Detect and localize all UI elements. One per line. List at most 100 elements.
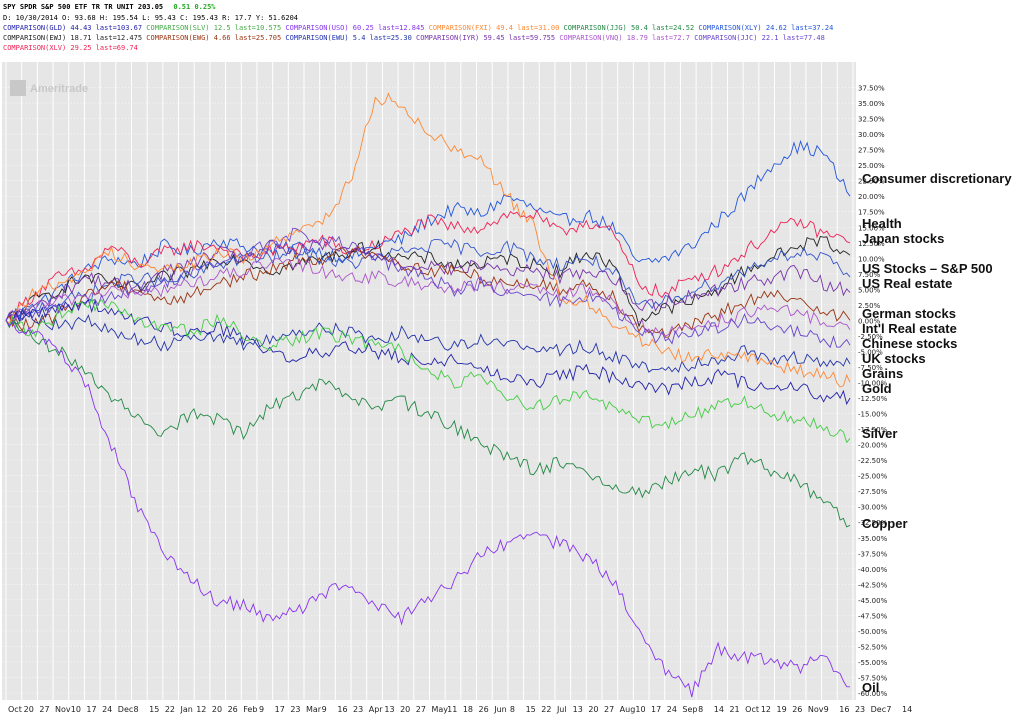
y-tick-label: 32.50% (858, 116, 885, 124)
y-tick-label: 35.00% (858, 100, 885, 108)
x-tick-label: Dec (118, 705, 133, 714)
y-tick-label: 37.50% (858, 85, 885, 93)
y-tick-label: 15.00% (858, 224, 885, 232)
x-tick-label: 14 (902, 705, 912, 714)
x-tick-label: 17 (651, 705, 661, 714)
comparison-ewj: COMPARISON(EWJ) 18.71 last=12.475 (3, 34, 143, 42)
series-label-oil: Oil (862, 680, 879, 695)
x-tick-label: 27 (416, 705, 426, 714)
x-tick-label: 16 (839, 705, 849, 714)
watermark-text: Ameritrade (30, 83, 88, 95)
x-tick-label: Jan (180, 705, 193, 714)
y-tick-label: -42.50% (858, 581, 888, 589)
y-tick-label: -60.00% (858, 690, 888, 698)
x-tick-label: 27 (39, 705, 49, 714)
x-tick-label: Dec (871, 705, 886, 714)
x-tick-label: 13 (573, 705, 583, 714)
x-tick-label: 10 (71, 705, 81, 714)
x-tick-label: 23 (290, 705, 300, 714)
y-tick-label: -20.00% (858, 442, 888, 450)
y-tick-label: -35.00% (858, 535, 888, 543)
comparison-gld: COMPARISON(GLD) 44.43 last=103.67 (3, 24, 143, 32)
series-line-silver (5, 296, 851, 444)
series-label-sp500: US Stocks – S&P 500 (862, 261, 993, 276)
x-tick-label: 8 (510, 705, 515, 714)
x-tick-label: Oct (8, 705, 22, 714)
watermark-logo (10, 80, 26, 96)
x-tick-label: 26 (228, 705, 238, 714)
x-tick-label: 9 (824, 705, 829, 714)
series-label-intl_re: Int'l Real estate (862, 321, 957, 336)
y-tick-label: -25.00% (858, 473, 888, 481)
y-tick-label: -32.50% (858, 519, 888, 527)
symbol-change: 0.51 0.25% (173, 3, 216, 11)
x-tick-label: 23 (353, 705, 363, 714)
y-tick-label: -55.00% (858, 659, 888, 667)
y-tick-label: 17.50% (858, 209, 885, 217)
comparison-iyr: COMPARISON(IYR) 59.45 last=59.755 (416, 34, 556, 42)
x-tick-label: 20 (24, 705, 34, 714)
x-tick-label: 21 (729, 705, 739, 714)
grid-layer (2, 62, 856, 700)
x-tick-label: 17 (275, 705, 285, 714)
comparison-line-2: COMPARISON(EWJ) 18.71 last=12.475 COMPAR… (3, 34, 825, 43)
y-tick-label: -7.50% (858, 364, 883, 372)
x-tick-label: 17 (86, 705, 96, 714)
y-tick-label: -40.00% (858, 566, 888, 574)
comparison-vnq: COMPARISON(VNQ) 18.79 last=72.7 (559, 34, 690, 42)
series-line-sp500 (5, 238, 851, 321)
x-tick-label: 19 (777, 705, 787, 714)
x-tick-label: 26 (479, 705, 489, 714)
x-tick-label: Nov (808, 705, 824, 714)
watermark: Ameritrade (10, 80, 88, 96)
y-tick-label: -22.50% (858, 457, 888, 465)
y-tick-label: 20.00% (858, 193, 885, 201)
series-label-gold: Gold (862, 381, 892, 396)
series-label-german: German stocks (862, 306, 956, 321)
y-tick-label: -27.50% (858, 488, 888, 496)
x-tick-label: Feb (243, 705, 257, 714)
x-tick-label: 22 (165, 705, 175, 714)
y-tick-label: 22.50% (858, 178, 885, 186)
series-label-chinese: Chinese stocks (862, 336, 957, 351)
comparison-jjg: COMPARISON(JJG) 50.4 last=24.52 (563, 24, 695, 32)
x-tick-label: 15 (149, 705, 159, 714)
series-label-health: Health (862, 216, 902, 231)
y-tick-label: 12.50% (858, 240, 885, 248)
series-line-grains (5, 92, 851, 388)
y-tick-label: -37.50% (858, 550, 888, 558)
y-tick-label: 27.50% (858, 147, 885, 155)
x-tick-label: Mar (306, 705, 322, 714)
comparison-jjc: COMPARISON(JJC) 22.1 last=77.48 (694, 34, 825, 42)
y-tick-label: 30.00% (858, 131, 885, 139)
y-tick-label: -47.50% (858, 612, 888, 620)
y-tick-label: 10.00% (858, 255, 885, 263)
x-tick-label: 24 (102, 705, 112, 714)
symbol-title: SPY SPDR S&P 500 ETF TR TR UNIT 203.05 (3, 3, 164, 11)
comparison-fxi: COMPARISON(FXI) 49.4 last=31.00 (428, 24, 560, 32)
x-tick-label: 9 (259, 705, 264, 714)
x-tick-label: 20 (588, 705, 598, 714)
series-label-realestate: US Real estate (862, 276, 952, 291)
y-tick-label: 5.00% (858, 286, 881, 294)
y-tick-label: -30.00% (858, 504, 888, 512)
comparison-ewg: COMPARISON(EWG) 4.66 last=25.705 (146, 34, 282, 42)
x-tick-label: 12 (761, 705, 771, 714)
ohlc-line: D: 10/30/2014 O: 93.68 H: 195.54 L: 95.4… (3, 14, 299, 22)
x-axis: Oct 20 27 Nov 10 17 24 Dec 8 15 22 Jan 12 20 26 Feb 9 17 2… (8, 705, 912, 714)
y-tick-label: -12.50% (858, 395, 888, 403)
x-tick-label: Apr (369, 705, 384, 714)
x-tick-label: 22 (541, 705, 551, 714)
comparison-line-1: COMPARISON(GLD) 44.43 last=103.67 COMPAR… (3, 24, 833, 33)
x-tick-label: 24 (667, 705, 677, 714)
x-tick-label: 23 (855, 705, 865, 714)
series-label-consumer: Consumer discretionary (862, 171, 1012, 186)
series-line-uk (5, 308, 851, 373)
comparison-uso: COMPARISON(USO) 60.25 last=12.845 (285, 24, 425, 32)
comparison-xly: COMPARISON(XLY) 24.62 last=37.24 (698, 24, 834, 32)
y-tick-label: 7.50% (858, 271, 881, 279)
series-line-health (5, 209, 851, 322)
y-tick-label: -52.50% (858, 643, 888, 651)
x-tick-label: 15 (526, 705, 536, 714)
y-tick-label: -50.00% (858, 628, 888, 636)
